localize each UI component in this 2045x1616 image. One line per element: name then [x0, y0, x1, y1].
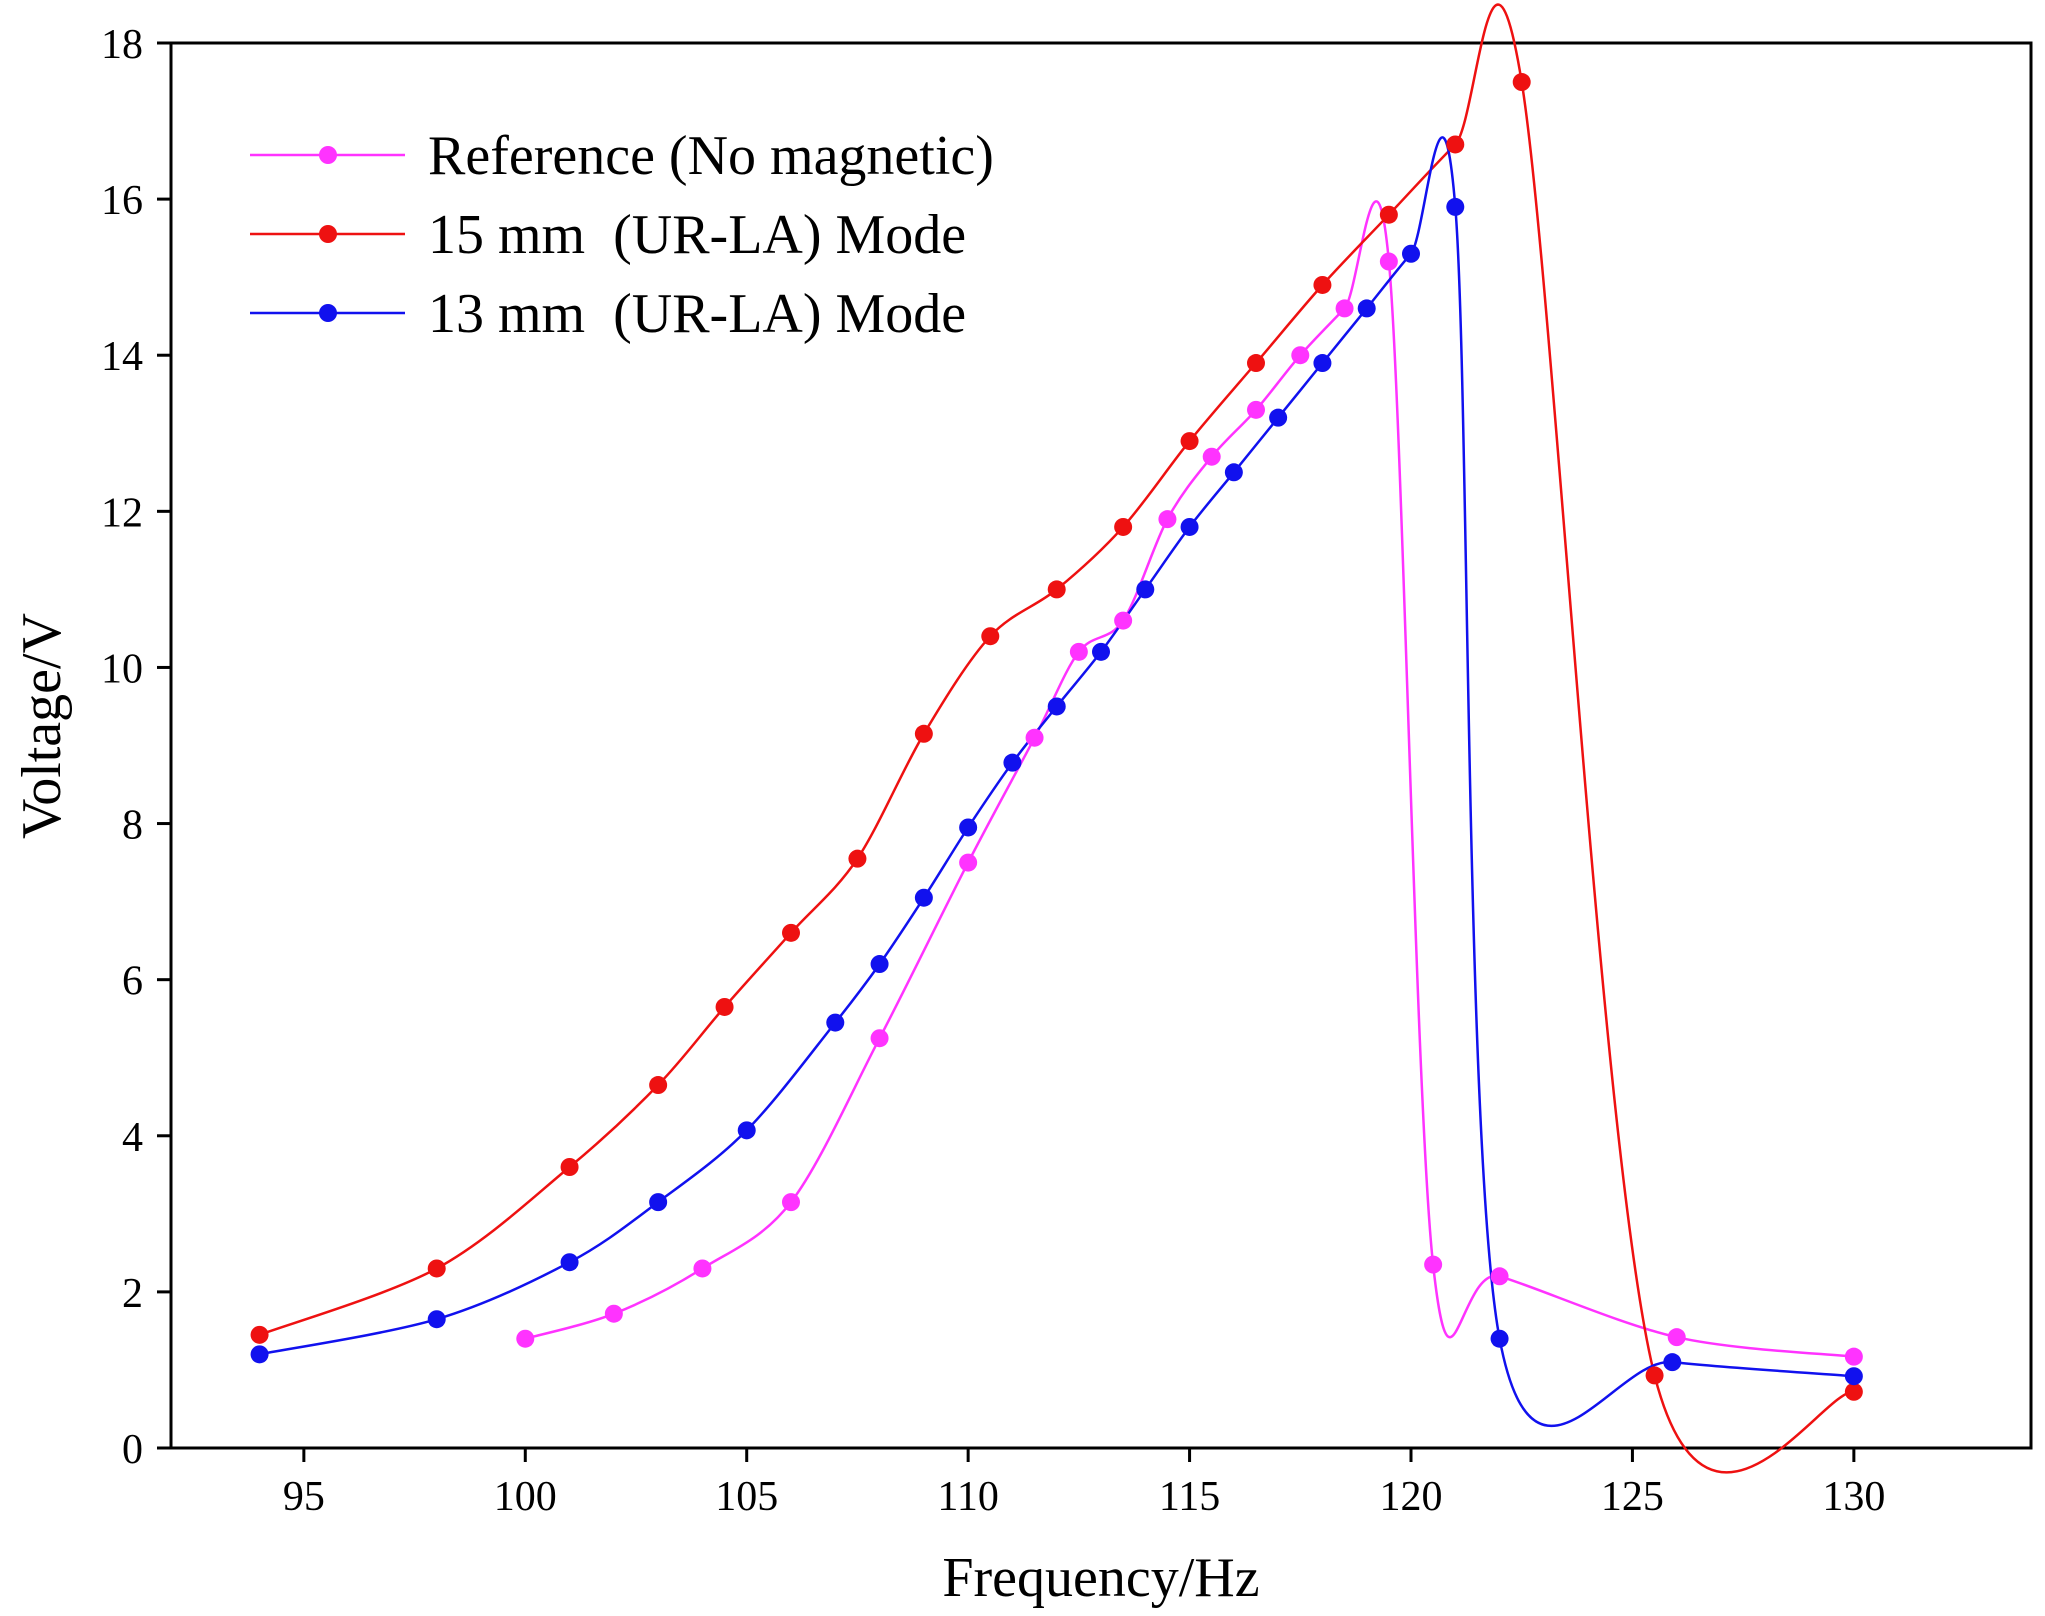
- data-point-15mm: [1313, 275, 1332, 294]
- data-point-13mm: [560, 1253, 579, 1272]
- data-point-reference: [1424, 1255, 1443, 1274]
- data-point-13mm: [1136, 580, 1155, 599]
- series-line-reference: [524, 200, 1855, 1358]
- legend: Reference (No magnetic) 15 mm (UR-LA) Mo…: [250, 125, 994, 345]
- data-point-13mm: [737, 1121, 756, 1140]
- series-line-13mm: [259, 136, 1854, 1427]
- data-point-reference: [1379, 252, 1398, 271]
- data-point-reference: [959, 853, 978, 872]
- x-tick-label: 95: [283, 1474, 325, 1520]
- data-point-13mm: [826, 1013, 845, 1032]
- data-point-15mm: [1247, 354, 1265, 373]
- legend-marker-15mm: [319, 225, 337, 243]
- data-point-15mm: [981, 627, 1000, 646]
- data-point-15mm: [1379, 205, 1398, 224]
- data-point-reference: [1114, 611, 1133, 630]
- data-point-13mm: [1402, 244, 1420, 263]
- data-point-reference: [1490, 1267, 1509, 1286]
- y-tick-label: 10: [101, 646, 143, 692]
- x-tick-label: 110: [937, 1474, 998, 1520]
- y-tick-label: 18: [101, 22, 143, 68]
- plot-area-border: [169, 41, 2033, 1450]
- x-axis-title: Frequency/Hz: [942, 1547, 1259, 1609]
- data-point-13mm: [1490, 1329, 1509, 1348]
- data-point-15mm: [782, 923, 800, 942]
- data-point-reference: [604, 1304, 623, 1323]
- data-point-15mm: [1512, 73, 1531, 92]
- data-point-13mm: [1092, 642, 1110, 661]
- series-line-15mm: [259, 3, 1855, 1474]
- y-tick-label: 14: [101, 334, 143, 380]
- axis-ticks: 95 100 105 110 115 120 125 130 0 2 4 6 8 10 12 14 16 18: [101, 22, 1885, 1520]
- data-point-15mm: [649, 1076, 668, 1095]
- data-point-15mm: [1446, 135, 1465, 154]
- x-tick-label: 125: [1601, 1474, 1664, 1520]
- data-point-reference: [1291, 346, 1310, 365]
- data-point-reference: [1069, 642, 1088, 661]
- data-point-13mm: [1844, 1367, 1863, 1386]
- data-point-reference: [1202, 447, 1221, 466]
- data-point-15mm: [250, 1325, 269, 1344]
- data-point-reference: [870, 1029, 889, 1048]
- data-point-reference: [1158, 510, 1177, 529]
- y-tick-label: 12: [101, 490, 143, 536]
- x-tick-label: 130: [1822, 1474, 1885, 1520]
- data-point-13mm: [1269, 408, 1288, 427]
- data-point-13mm: [1180, 517, 1199, 536]
- data-point-15mm: [715, 997, 734, 1016]
- legend-label-15mm: 15 mm (UR-LA) Mode: [428, 204, 966, 266]
- data-point-reference: [1247, 400, 1265, 419]
- series-markers: [250, 73, 1863, 1401]
- data-point-13mm: [250, 1345, 269, 1364]
- data-point-15mm: [1114, 517, 1133, 536]
- y-tick-label: 16: [101, 178, 143, 224]
- data-point-reference: [1335, 299, 1354, 318]
- data-point-15mm: [914, 724, 933, 743]
- data-point-15mm: [560, 1158, 579, 1176]
- data-point-15mm: [1645, 1366, 1664, 1385]
- data-point-reference: [1667, 1328, 1686, 1347]
- data-point-15mm: [848, 849, 867, 868]
- legend-marker-13mm: [319, 304, 337, 322]
- data-point-13mm: [1224, 463, 1243, 482]
- series-curves: [259, 3, 1855, 1474]
- data-point-13mm: [649, 1193, 668, 1212]
- y-axis-title: Voltage/V: [11, 613, 73, 839]
- data-point-13mm: [1047, 697, 1066, 716]
- data-point-15mm: [1844, 1382, 1863, 1401]
- data-point-13mm: [1313, 354, 1332, 373]
- x-tick-label: 105: [715, 1474, 778, 1520]
- x-tick-label: 115: [1159, 1474, 1220, 1520]
- data-point-13mm: [959, 818, 978, 837]
- data-point-15mm: [1047, 580, 1066, 599]
- data-point-13mm: [914, 888, 933, 907]
- data-point-reference: [1844, 1347, 1863, 1366]
- x-tick-label: 100: [494, 1474, 557, 1520]
- y-tick-label: 0: [122, 1427, 143, 1473]
- legend-marker-reference: [319, 146, 337, 164]
- y-tick-label: 4: [122, 1115, 143, 1161]
- data-point-reference: [782, 1193, 800, 1212]
- y-tick-label: 6: [122, 959, 143, 1005]
- plot-frame: [169, 41, 2033, 1450]
- legend-label-reference: Reference (No magnetic): [428, 125, 994, 187]
- data-point-15mm: [1180, 432, 1199, 451]
- y-tick-label: 2: [122, 1271, 143, 1317]
- legend-label-13mm: 13 mm (UR-LA) Mode: [428, 283, 966, 345]
- y-tick-label: 8: [122, 803, 143, 849]
- data-point-13mm: [1003, 753, 1022, 772]
- x-tick-label: 120: [1380, 1474, 1443, 1520]
- data-point-13mm: [427, 1310, 446, 1329]
- data-point-reference: [693, 1259, 712, 1278]
- data-point-13mm: [1357, 299, 1376, 318]
- data-point-13mm: [870, 955, 889, 974]
- data-point-15mm: [427, 1259, 446, 1278]
- data-point-reference: [516, 1329, 535, 1348]
- data-point-reference: [1025, 728, 1044, 747]
- data-point-13mm: [1446, 197, 1465, 216]
- data-point-13mm: [1663, 1353, 1682, 1372]
